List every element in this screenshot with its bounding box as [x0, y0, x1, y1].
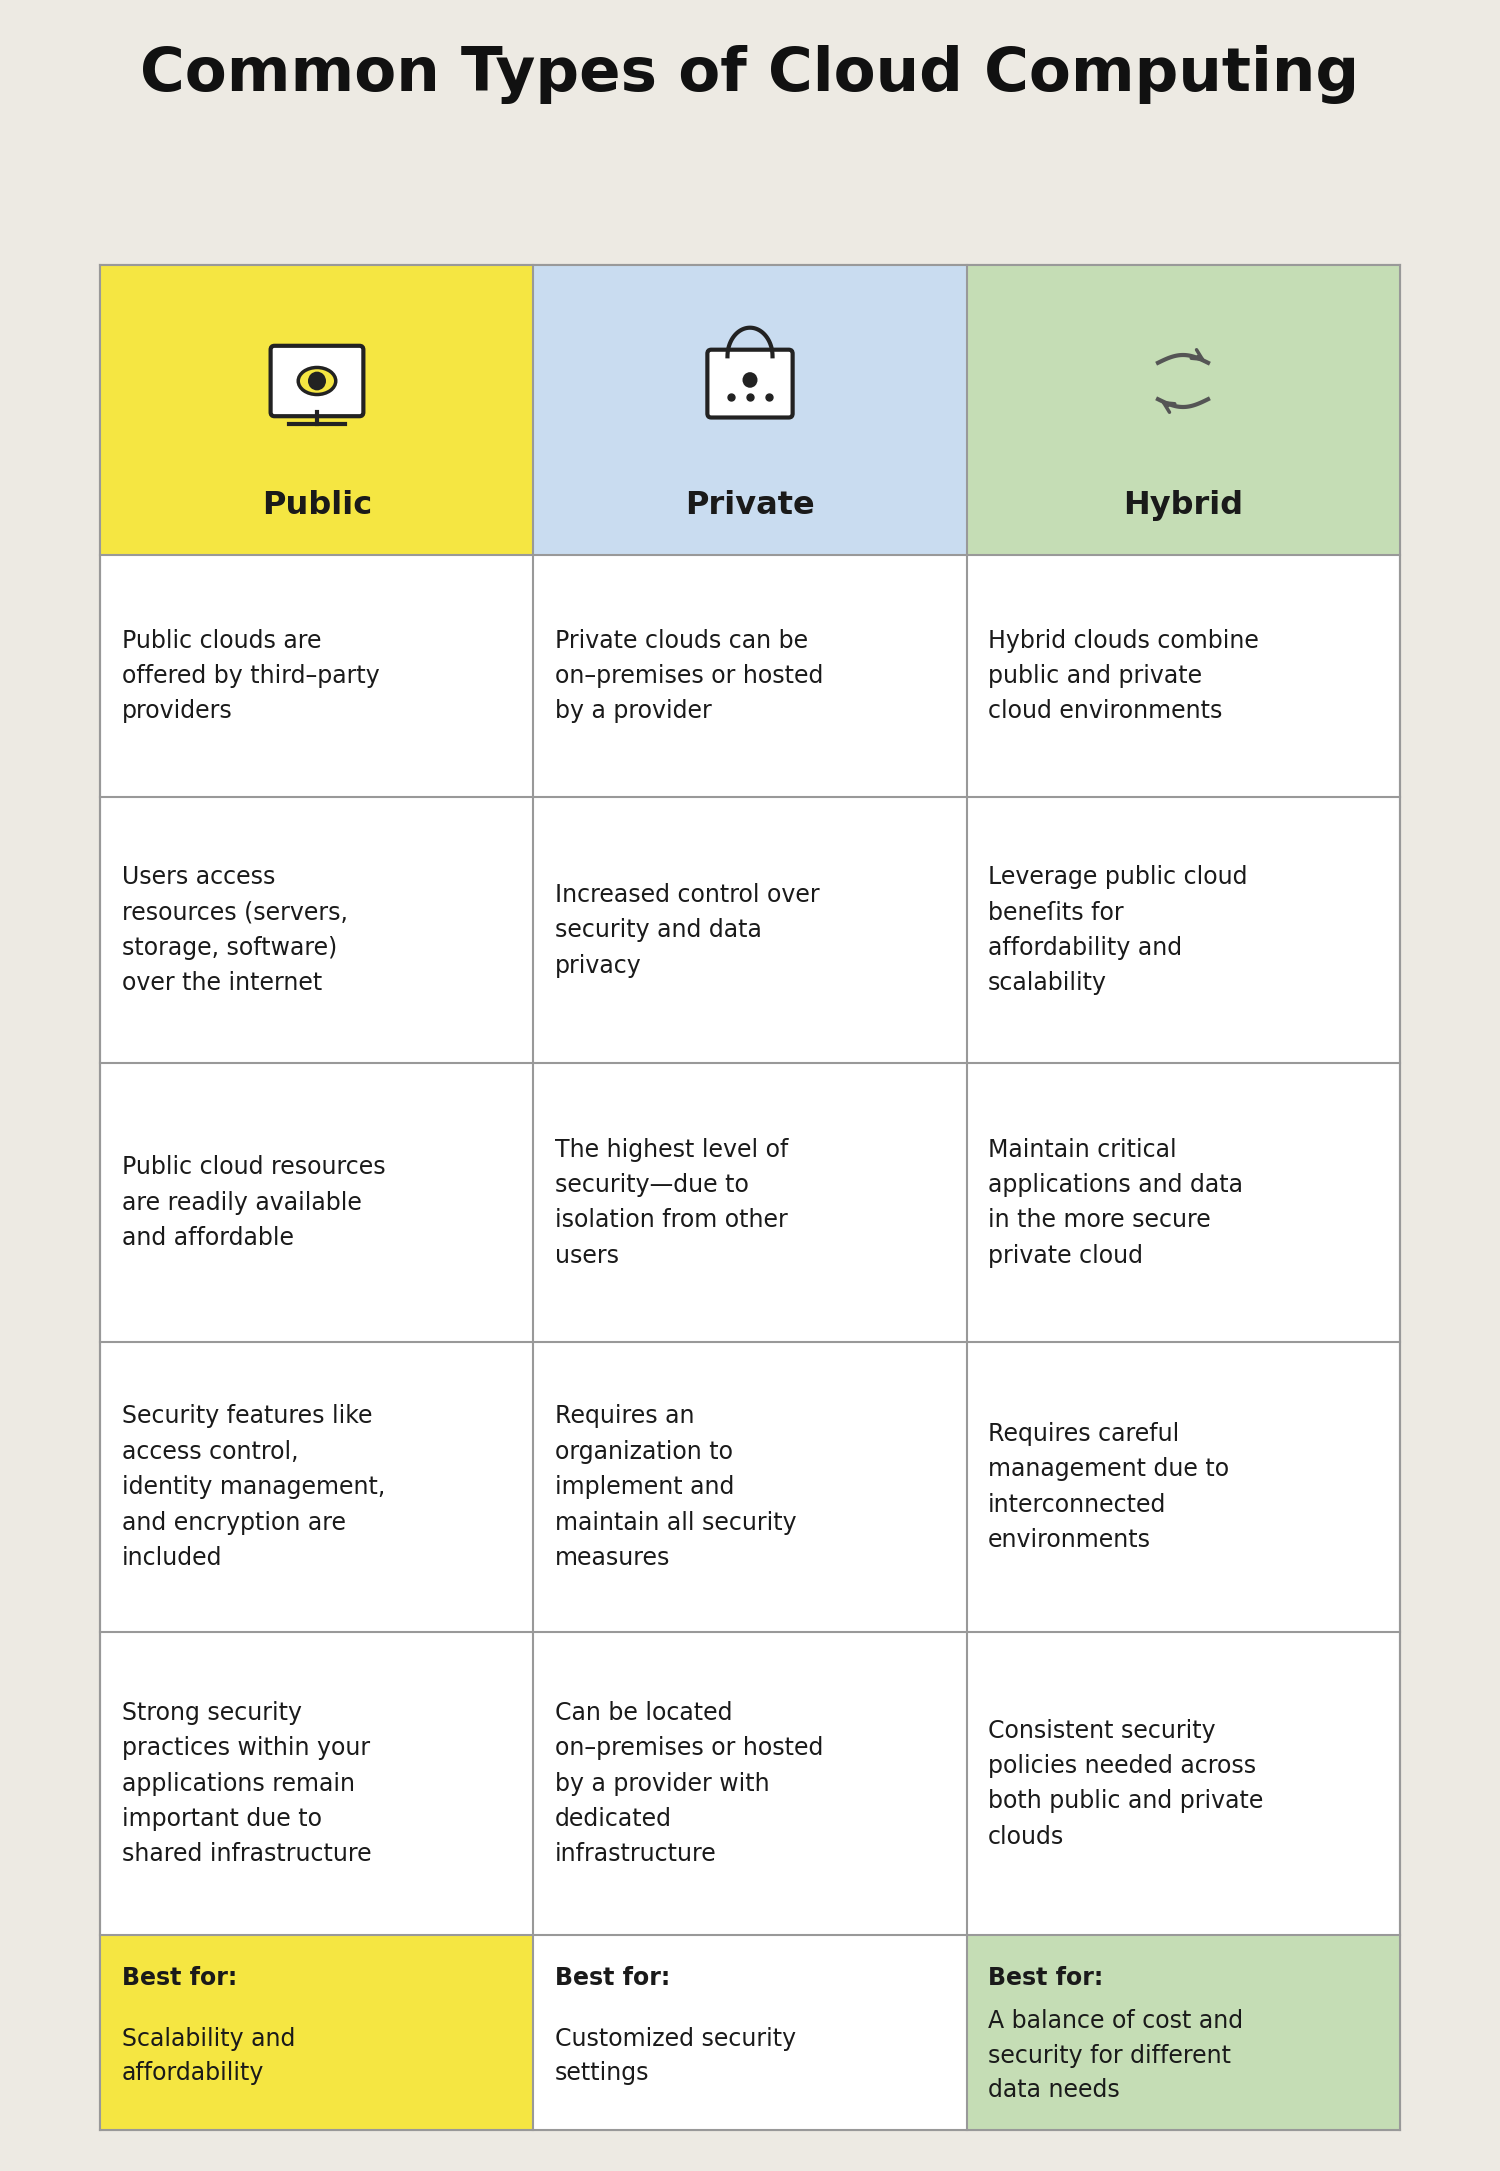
Text: A balance of cost and
security for different
data needs: A balance of cost and security for diffe… [987, 2010, 1244, 2102]
Polygon shape [966, 1934, 1400, 2130]
Text: The highest level of
security—due to
isolation from other
users: The highest level of security—due to iso… [555, 1138, 788, 1268]
Text: Requires careful
management due to
interconnected
environments: Requires careful management due to inter… [987, 1422, 1228, 1552]
FancyBboxPatch shape [270, 345, 363, 417]
Circle shape [742, 371, 758, 389]
Text: Requires an
organization to
implement and
maintain all security
measures: Requires an organization to implement an… [555, 1405, 796, 1570]
Text: Private clouds can be
on–premises or hosted
by a provider: Private clouds can be on–premises or hos… [555, 630, 824, 723]
Text: Public: Public [262, 491, 372, 521]
Text: Hybrid clouds combine
public and private
cloud environments: Hybrid clouds combine public and private… [987, 630, 1258, 723]
Polygon shape [100, 265, 1400, 2130]
FancyBboxPatch shape [708, 350, 792, 417]
Text: Strong security
practices within your
applications remain
important due to
share: Strong security practices within your ap… [122, 1700, 372, 1867]
Ellipse shape [298, 367, 336, 395]
Text: Scalability and
affordability: Scalability and affordability [122, 2028, 296, 2084]
Text: Maintain critical
applications and data
in the more secure
private cloud: Maintain critical applications and data … [987, 1138, 1242, 1268]
Text: Best for:: Best for: [555, 1967, 670, 1991]
Text: Customized security
settings: Customized security settings [555, 2028, 796, 2084]
Text: Consistent security
policies needed across
both public and private
clouds: Consistent security policies needed acro… [987, 1719, 1263, 1850]
Polygon shape [534, 265, 966, 556]
Polygon shape [100, 265, 534, 556]
Text: Public cloud resources
are readily available
and affordable: Public cloud resources are readily avail… [122, 1155, 386, 1250]
Text: Private: Private [686, 491, 814, 521]
Text: Security features like
access control,
identity management,
and encryption are
i: Security features like access control, i… [122, 1405, 386, 1570]
Text: Best for:: Best for: [122, 1967, 237, 1991]
Text: Public clouds are
offered by third–party
providers: Public clouds are offered by third–party… [122, 630, 380, 723]
Text: Can be located
on–premises or hosted
by a provider with
dedicated
infrastructure: Can be located on–premises or hosted by … [555, 1700, 824, 1867]
Text: Best for:: Best for: [987, 1967, 1102, 1991]
Circle shape [308, 371, 326, 391]
Text: Leverage public cloud
beneſits for
affordability and
scalability: Leverage public cloud beneſits for affor… [987, 866, 1246, 994]
Polygon shape [966, 265, 1400, 556]
Polygon shape [100, 1934, 534, 2130]
Polygon shape [534, 1934, 966, 2130]
Text: Users access
resources (servers,
storage, software)
over the internet: Users access resources (servers, storage… [122, 866, 348, 994]
Text: Increased control over
security and data
privacy: Increased control over security and data… [555, 884, 819, 977]
Text: Common Types of Cloud Computing: Common Types of Cloud Computing [141, 46, 1359, 104]
Text: Hybrid: Hybrid [1124, 491, 1244, 521]
